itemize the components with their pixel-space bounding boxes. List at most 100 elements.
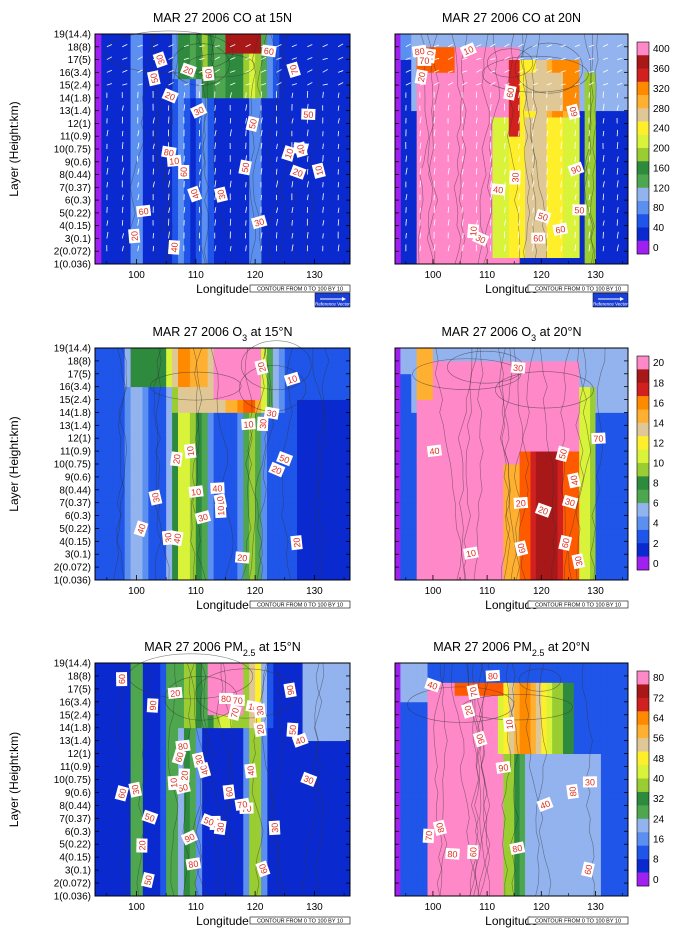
heatmap-cell [101,464,107,471]
heatmap-cell [148,445,154,452]
heatmap-cell [465,175,471,182]
heatmap-cell [125,541,131,548]
heatmap-cell [395,175,401,182]
heatmap-cell [400,516,406,523]
heatmap-cell [131,85,137,92]
heatmap-cell [184,496,190,503]
heatmap-cell [444,483,450,490]
heatmap-cell [585,528,591,535]
heatmap-cell [184,251,190,258]
heatmap-cell [558,567,564,574]
heatmap-cell [95,53,101,60]
heatmap-cell [400,574,406,581]
heatmap-cell [400,541,406,548]
heatmap-cell [509,111,515,118]
heatmap-cell [509,458,515,465]
heatmap-cell [160,490,166,497]
heatmap-cell [279,483,285,490]
heatmap-cell [612,85,618,92]
heatmap-cell [444,554,450,561]
heatmap-cell [568,155,574,162]
heatmap-cell [601,561,607,568]
heatmap-cell [148,348,154,355]
heatmap-cell [142,470,148,477]
heatmap-cell [166,367,172,374]
heatmap-cell [493,130,499,137]
heatmap-cell [148,477,154,484]
chart-title: MAR 27 2006 O3 at 15°N [153,325,293,343]
heatmap-cell [184,425,190,432]
heatmap-cell [417,522,423,529]
heatmap-cell [261,438,267,445]
heatmap-cell [422,213,428,220]
heatmap-cell [476,445,482,452]
heatmap-cell [417,470,423,477]
heatmap-cell [95,412,101,419]
heatmap-cell [547,111,553,118]
heatmap-cell [101,374,107,381]
y-tick-label: 10(0.75) [54,460,91,471]
heatmap-cell [160,425,166,432]
heatmap-cell [563,123,569,130]
heatmap-cell [541,522,547,529]
heatmap-cell [291,496,297,503]
heatmap-cell [395,258,401,265]
heatmap-cell [220,561,226,568]
heatmap-cell [493,548,499,555]
heatmap-cell [208,477,214,484]
y-tick-label: 9(0.6) [65,472,91,483]
heatmap-cell [541,451,547,458]
heatmap-cell [406,503,412,510]
heatmap-cell [119,503,125,510]
heatmap-cell [395,136,401,143]
heatmap-cell [326,348,332,355]
heatmap-cell [585,104,591,111]
heatmap-cell [308,361,314,368]
heatmap-cell [536,548,542,555]
heatmap-cell [482,458,488,465]
heatmap-cell [220,361,226,368]
heatmap-cell [541,72,547,79]
heatmap-cell [579,53,585,60]
heatmap-cell [428,470,434,477]
heatmap-cell [308,387,314,394]
heatmap-cell [428,458,434,465]
heatmap-cell [137,464,143,471]
heatmap-cell [119,541,125,548]
heatmap-cell [612,464,618,471]
heatmap-cell [590,496,596,503]
heatmap-cell [107,400,113,407]
heatmap-cell [558,60,564,67]
heatmap-cell [536,155,542,162]
heatmap-cell [530,47,536,54]
heatmap-cell [166,490,172,497]
heatmap-cell [595,53,601,60]
heatmap-cell [255,258,261,265]
heatmap-cell [541,168,547,175]
heatmap-cell [208,194,214,201]
heatmap-cell [471,98,477,105]
heatmap-cell [487,175,493,182]
heatmap-cell [541,458,547,465]
heatmap-cell [428,509,434,516]
heatmap-cell [237,458,243,465]
heatmap-cell [202,496,208,503]
heatmap-cell [530,451,536,458]
heatmap-cell [101,393,107,400]
heatmap-cell [273,419,279,426]
heatmap-cell [184,361,190,368]
heatmap-cell [249,374,255,381]
heatmap-cell [509,451,515,458]
heatmap-cell [438,219,444,226]
heatmap-cell [131,111,137,118]
heatmap-cell [237,522,243,529]
heatmap-cell [291,574,297,581]
heatmap-cell [202,213,208,220]
heatmap-cell [438,194,444,201]
heatmap-cell [411,464,417,471]
heatmap-cell [196,548,202,555]
heatmap-cell [444,522,450,529]
heatmap-cell [107,490,113,497]
heatmap-cell [558,238,564,245]
heatmap-cell [606,47,612,54]
